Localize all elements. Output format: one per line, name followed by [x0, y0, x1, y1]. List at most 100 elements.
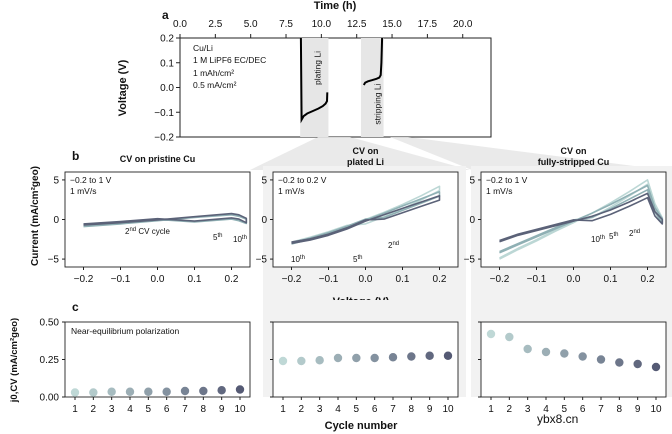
cv-curve-10th: [499, 192, 664, 243]
x-tick-label: 4: [543, 404, 549, 415]
panel-a-ylabel: Voltage (V): [117, 59, 129, 116]
annotation-line: 1 M LiPF6 EC/DEC: [193, 55, 266, 65]
data-point: [333, 353, 343, 363]
x-tick-label: 7: [182, 404, 188, 415]
data-point: [505, 332, 514, 342]
x-tick-label: 0.0: [359, 274, 373, 285]
x-tick-label: 2: [91, 404, 97, 415]
x-tick-label: 9: [427, 404, 433, 415]
data-point: [162, 387, 171, 396]
data-point: [523, 344, 532, 354]
x-tick-label: 17.5: [418, 19, 438, 30]
panel-b-ylabel: Current (mA/cm²geo): [30, 166, 41, 266]
data-point: [315, 356, 324, 365]
x-tick-label: −0.1: [111, 274, 131, 285]
data-point: [578, 352, 587, 361]
region-band: [300, 38, 329, 137]
x-tick-label: 3: [109, 404, 115, 415]
data-point: [352, 353, 361, 363]
data-point: [407, 352, 416, 361]
x-tick-label: 3: [317, 404, 323, 415]
subplot-title: Near-equilibrium polarization: [71, 326, 179, 336]
data-point: [180, 386, 190, 396]
cycle-label: 10th: [233, 235, 247, 244]
data-point: [235, 385, 245, 394]
data-point: [633, 359, 642, 369]
x-tick-label: 1: [72, 404, 78, 415]
subplot-note: −0.2 to 1 V: [70, 175, 112, 185]
cycle-label: 10th: [591, 235, 605, 244]
y-tick-label: 0.25: [40, 355, 60, 366]
x-tick-label: 2.5: [208, 19, 222, 30]
y-tick-label: −5: [48, 255, 60, 266]
x-tick-label: 0.0: [567, 274, 581, 285]
subplot-note: −0.2 to 0.2 V: [278, 175, 327, 185]
cycle-label: 5th: [353, 255, 362, 264]
x-tick-label: 20.0: [453, 19, 473, 30]
x-tick-label: 7: [390, 404, 396, 415]
cycle-label: 5th: [609, 232, 618, 241]
panel-c-xlabel: Cycle number: [325, 420, 398, 432]
cycle-label: 2nd: [629, 229, 640, 238]
x-tick-label: −0.2: [282, 274, 302, 285]
panel-a: a plating Li stripping Li 0.0 2.5 5.0 7.5 10.…: [117, 0, 492, 144]
data-point: [388, 353, 398, 362]
x-tick-label: 10: [442, 404, 454, 415]
cycle-label: 5th: [213, 233, 222, 242]
region-label: stripping Li: [372, 83, 382, 124]
data-point: [278, 356, 288, 366]
x-tick-label: −0.2: [74, 274, 94, 285]
data-point: [560, 349, 569, 358]
cv-curve-10th: [291, 195, 441, 245]
x-tick-label: 5: [354, 404, 360, 415]
x-tick-label: 9: [219, 404, 225, 415]
data-point: [89, 388, 98, 397]
x-tick-label: 8: [409, 404, 415, 415]
panel-c: c Near-equilibrium polarization 1 2 3 4 5 6 7 8 9…: [9, 300, 672, 432]
cycle-label: 10th: [291, 255, 305, 264]
region-label: plating Li: [312, 51, 322, 85]
x-tick-label: 5.0: [244, 19, 258, 30]
region-band: [360, 38, 384, 137]
x-tick-label: 0.0: [151, 274, 165, 285]
x-tick-label: 0.1: [188, 274, 202, 285]
y-tick-label: 0: [53, 215, 59, 226]
panel-a-xlabel: Time (h): [314, 0, 357, 12]
y-tick-label: −0.2: [154, 133, 174, 144]
x-tick-label: 5: [562, 404, 568, 415]
x-tick-label: 15.0: [382, 19, 402, 30]
annotation-line: 1 mAh/cm²: [193, 68, 234, 78]
y-tick-label: 5: [469, 175, 475, 186]
x-tick-label: −0.1: [527, 274, 547, 285]
x-tick-label: 1: [280, 404, 286, 415]
x-tick-label: 6: [372, 404, 378, 415]
data-point: [596, 355, 606, 364]
x-tick-label: 1: [488, 404, 494, 415]
x-tick-label: −0.2: [490, 274, 510, 285]
subplot-title: CV on: [353, 146, 379, 156]
x-tick-label: 10: [650, 404, 662, 415]
data-point: [443, 351, 453, 360]
data-point: [199, 386, 208, 396]
y-tick-label: 5: [261, 175, 267, 186]
subplot-title: CV on pristine Cu: [120, 154, 196, 164]
y-tick-label: 0.0: [160, 83, 174, 94]
cv-curve-10th: [83, 212, 248, 226]
data-point: [486, 329, 496, 339]
x-tick-label: 8: [617, 404, 623, 415]
y-tick-label: 0: [469, 215, 475, 226]
watermark: ybx8.cn: [537, 412, 578, 426]
data-point: [107, 387, 116, 396]
subplot-note: 1 mV/s: [70, 186, 96, 196]
subplot-frame: [64, 321, 251, 398]
data-point: [425, 351, 434, 360]
x-tick-label: 0.2: [641, 274, 655, 285]
voltage-trace-stripping: [362, 37, 384, 86]
x-tick-label: 12.5: [347, 19, 367, 30]
cycle-label: 2nd: [388, 241, 399, 250]
x-tick-label: 10: [234, 404, 246, 415]
x-tick-label: 0.2: [225, 274, 239, 285]
data-point: [217, 386, 226, 395]
voltage-trace-plating: [299, 37, 329, 124]
